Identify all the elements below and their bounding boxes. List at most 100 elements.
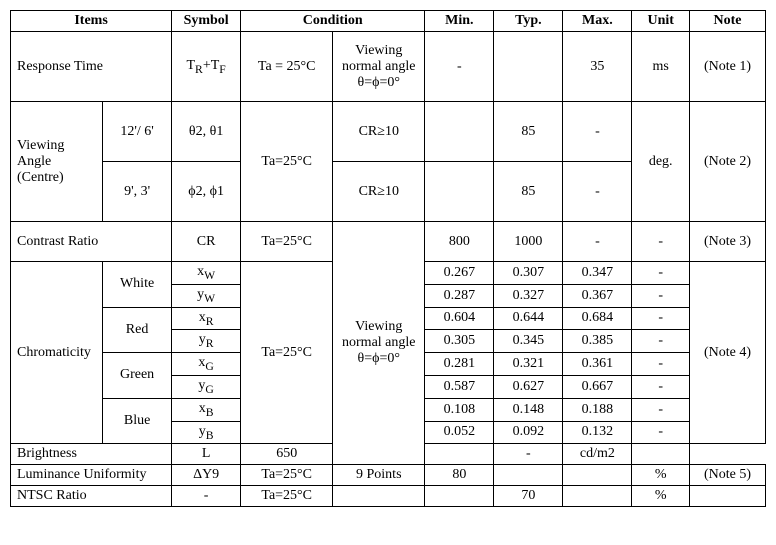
cell-symbol: CR <box>172 222 241 262</box>
cell-min <box>425 162 494 222</box>
cell-item: Chromaticity <box>11 262 103 444</box>
cell-min: 0.267 <box>425 262 494 285</box>
header-condition: Condition <box>241 11 425 32</box>
cell-max: 0.132 <box>563 421 632 444</box>
cell-min: 80 <box>425 465 494 486</box>
cell-sub: 9', 3' <box>103 162 172 222</box>
cell-symbol: yB <box>172 421 241 444</box>
cell-typ: 1000 <box>494 222 563 262</box>
cell-note: (Note 2) <box>689 102 765 222</box>
cell-symbol: xR <box>172 307 241 330</box>
cell-max <box>563 486 632 507</box>
cell-item: Response Time <box>11 32 172 102</box>
cell-min: 0.305 <box>425 330 494 353</box>
cell-cond1: Ta=25°C <box>241 102 333 222</box>
cell-unit: - <box>632 398 690 421</box>
cell-symbol: ϕ2, ϕ1 <box>172 162 241 222</box>
cell-color: Red <box>103 307 172 353</box>
cell-min <box>425 102 494 162</box>
cell-typ: 0.092 <box>494 421 563 444</box>
header-typ: Typ. <box>494 11 563 32</box>
cell-unit: % <box>632 486 690 507</box>
cell-max: 35 <box>563 32 632 102</box>
header-row: Items Symbol Condition Min. Typ. Max. Un… <box>11 11 766 32</box>
cell-unit: - <box>632 353 690 376</box>
cell-symbol: yG <box>172 375 241 398</box>
cell-typ <box>425 444 494 465</box>
cell-cond1: Ta=25°C <box>241 222 333 262</box>
cell-unit: - <box>632 421 690 444</box>
cell-color: Green <box>103 353 172 399</box>
cell-color: Blue <box>103 398 172 444</box>
cell-unit: - <box>632 222 690 262</box>
cell-item: Luminance Uniformity <box>11 465 172 486</box>
row-luminance: Luminance Uniformity ΔY9 Ta=25°C 9 Point… <box>11 465 766 486</box>
cell-item: Contrast Ratio <box>11 222 172 262</box>
cell-max: 0.667 <box>563 375 632 398</box>
header-symbol: Symbol <box>172 11 241 32</box>
cell-unit: - <box>632 330 690 353</box>
cell-typ: 0.345 <box>494 330 563 353</box>
cell-unit: - <box>632 284 690 307</box>
cell-max: 0.385 <box>563 330 632 353</box>
cell-note: (Note 1) <box>689 32 765 102</box>
cell-cond1: Ta=25°C <box>241 262 333 444</box>
cell-cond1: Ta=25°C <box>241 486 333 507</box>
cell-note <box>689 486 765 507</box>
row-ntsc-ratio: NTSC Ratio - Ta=25°C 70 % <box>11 486 766 507</box>
cell-typ: 70 <box>494 486 563 507</box>
cell-cond2: Viewing normal angle θ=ϕ=0° <box>333 32 425 102</box>
cell-cond2: 9 Points <box>333 465 425 486</box>
cell-symbol: yR <box>172 330 241 353</box>
cell-item: Viewing Angle (Centre) <box>11 102 103 222</box>
cell-typ: 0.627 <box>494 375 563 398</box>
cell-typ <box>494 465 563 486</box>
cell-cond2: CR≥10 <box>333 102 425 162</box>
cell-typ: 85 <box>494 162 563 222</box>
cell-symbol: ΔY9 <box>172 465 241 486</box>
cell-typ: 85 <box>494 102 563 162</box>
cell-symbol: xB <box>172 398 241 421</box>
cell-sub: 12'/ 6' <box>103 102 172 162</box>
cell-note <box>632 444 690 465</box>
cell-cond2 <box>333 486 425 507</box>
cell-min: 0.108 <box>425 398 494 421</box>
header-note: Note <box>689 11 765 32</box>
cell-max: 0.361 <box>563 353 632 376</box>
cell-unit: % <box>632 465 690 486</box>
cell-cond2: CR≥10 <box>333 162 425 222</box>
cell-cond1: Ta=25°C <box>241 465 333 486</box>
cell-symbol: yW <box>172 284 241 307</box>
cell-min <box>425 486 494 507</box>
cell-symbol: θ2, θ1 <box>172 102 241 162</box>
cell-typ: 0.644 <box>494 307 563 330</box>
cell-max: 0.347 <box>563 262 632 285</box>
cell-symbol: xW <box>172 262 241 285</box>
cell-symbol: TR+TF <box>172 32 241 102</box>
cell-max: - <box>563 102 632 162</box>
cell-note: (Note 4) <box>689 262 765 444</box>
row-response-time: Response Time TR+TF Ta = 25°C Viewing no… <box>11 32 766 102</box>
cell-max <box>563 465 632 486</box>
cell-typ: 0.321 <box>494 353 563 376</box>
cell-min: 0.052 <box>425 421 494 444</box>
cell-symbol: xG <box>172 353 241 376</box>
cell-unit: - <box>632 307 690 330</box>
cell-typ <box>494 32 563 102</box>
cell-min: - <box>425 32 494 102</box>
cell-max: - <box>563 222 632 262</box>
spec-table: Items Symbol Condition Min. Typ. Max. Un… <box>10 10 766 507</box>
cell-min: 0.287 <box>425 284 494 307</box>
cell-symbol: L <box>172 444 241 465</box>
cell-cond2: Viewing normal angle θ=ϕ=0° <box>333 222 425 465</box>
cell-max: 0.367 <box>563 284 632 307</box>
cell-unit: cd/m2 <box>563 444 632 465</box>
cell-unit: ms <box>632 32 690 102</box>
header-max: Max. <box>563 11 632 32</box>
row-contrast-ratio: Contrast Ratio CR Ta=25°C Viewing normal… <box>11 222 766 262</box>
row-viewing-angle-1: Viewing Angle (Centre) 12'/ 6' θ2, θ1 Ta… <box>11 102 766 162</box>
cell-typ: 0.148 <box>494 398 563 421</box>
cell-note: (Note 3) <box>689 222 765 262</box>
cell-min: 0.587 <box>425 375 494 398</box>
cell-unit: - <box>632 262 690 285</box>
